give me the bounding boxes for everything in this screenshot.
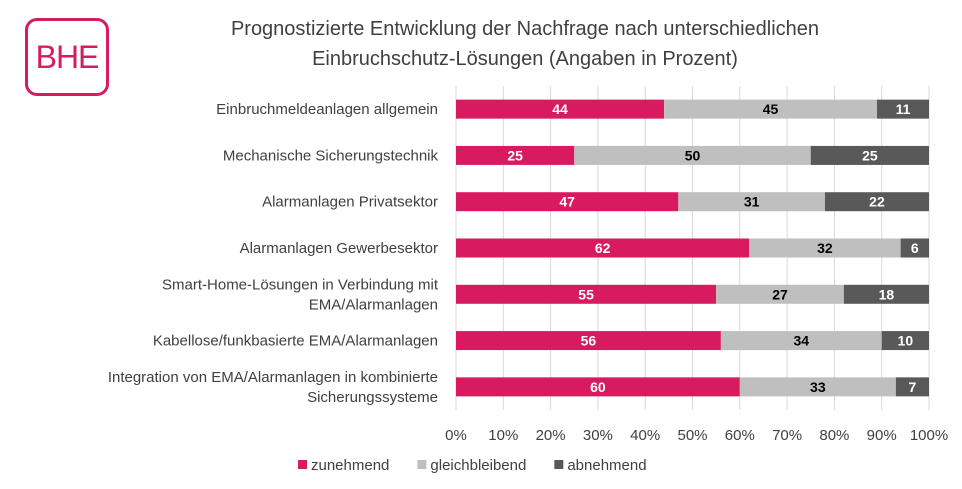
- bar-segment: [881, 331, 929, 351]
- bar-segment: [574, 145, 811, 165]
- bhe-logo: BHE: [25, 18, 109, 96]
- bar-segment: [895, 377, 929, 397]
- legend-swatch: [417, 460, 427, 469]
- data-label: 11: [896, 101, 911, 117]
- category-label: Mechanische Sicherungstechnik: [223, 147, 439, 164]
- bar-segment: [664, 99, 877, 119]
- legend: zunehmend gleichbleibend abnehmend: [298, 457, 647, 474]
- bar-segment: [678, 192, 825, 212]
- data-label: 55: [578, 286, 594, 302]
- logo-text: BHE: [35, 38, 100, 75]
- data-label: 25: [862, 147, 878, 163]
- x-tick-label: 50%: [677, 427, 707, 444]
- category-label: Kabellose/funkbasierte EMA/Alarmanlagen: [153, 333, 438, 350]
- legend-label: abnehmend: [567, 457, 646, 474]
- data-label: 25: [507, 147, 523, 163]
- x-tick-label: 60%: [725, 427, 755, 444]
- category-label: Integration von EMA/Alarmanlagen in komb…: [108, 369, 438, 386]
- data-label: 62: [595, 240, 611, 256]
- bars: [456, 99, 929, 397]
- bar-segment: [810, 145, 929, 165]
- bar-segment: [749, 238, 901, 258]
- bar-segment: [843, 284, 929, 304]
- data-label: 18: [879, 286, 895, 302]
- x-tick-labels: 0% 10% 20% 30% 40% 50% 60% 70% 80% 90% 100%: [445, 427, 948, 444]
- bar-segment: [900, 238, 929, 258]
- x-tick-label: 40%: [630, 427, 660, 444]
- data-labels: 44 45 11 25 50 25 47 31 22 62 32 6 55 27 18 56 34 10 60 33 7: [507, 101, 919, 395]
- x-tick-label: 90%: [867, 427, 897, 444]
- bar-segment: [456, 284, 717, 304]
- category-label: Sicherungssysteme: [307, 389, 438, 406]
- category-label: Smart-Home-Lösungen in Verbindung mit: [162, 276, 439, 293]
- data-label: 60: [590, 379, 606, 395]
- data-label: 34: [794, 333, 810, 349]
- x-tick-label: 100%: [910, 427, 948, 444]
- category-label: EMA/Alarmanlagen: [309, 296, 438, 313]
- bar-segment: [456, 99, 665, 119]
- data-label: 32: [817, 240, 833, 256]
- bar-segment: [456, 377, 740, 397]
- chart-title-line-1: Prognostizierte Entwicklung der Nachfrag…: [230, 18, 820, 40]
- x-tick-label: 80%: [819, 427, 849, 444]
- bar-segment: [456, 145, 575, 165]
- data-label: 50: [685, 147, 701, 163]
- x-tick-label: 70%: [772, 427, 802, 444]
- data-label: 10: [898, 333, 914, 349]
- x-tick-label: 20%: [536, 427, 566, 444]
- x-tick-label: 10%: [488, 427, 518, 444]
- bar-segment: [720, 331, 882, 351]
- bar-segment: [456, 192, 679, 212]
- data-label: 31: [744, 194, 760, 210]
- legend-swatch: [298, 460, 307, 469]
- bar-segment: [824, 192, 929, 212]
- data-label: 7: [909, 379, 917, 395]
- legend-swatch: [554, 460, 564, 469]
- bar-segment: [456, 238, 750, 258]
- data-label: 33: [810, 379, 826, 395]
- bar-segment: [456, 331, 721, 351]
- data-label: 45: [763, 101, 779, 117]
- legend-label: gleichbleibend: [430, 457, 526, 474]
- data-label: 27: [772, 286, 788, 302]
- category-labels: Einbruchmeldeanlagen allgemein Mechanisch…: [108, 101, 439, 406]
- legend-label: zunehmend: [311, 457, 389, 474]
- x-tick-label: 30%: [583, 427, 613, 444]
- category-label: Alarmanlagen Gewerbesektor: [240, 240, 438, 257]
- bar-segment: [739, 377, 896, 397]
- data-label: 44: [552, 101, 568, 117]
- data-label: 6: [911, 240, 919, 256]
- chart-title-line-2: Einbruchschutz-Lösungen (Angaben in Proz…: [312, 48, 738, 70]
- x-tick-label: 0%: [445, 427, 467, 444]
- category-label: Alarmanlagen Privatsektor: [262, 194, 438, 211]
- data-label: 22: [869, 194, 885, 210]
- category-label: Einbruchmeldeanlagen allgemein: [216, 101, 438, 118]
- data-label: 47: [559, 194, 575, 210]
- chart-title: Prognostizierte Entwicklung der Nachfrag…: [180, 14, 870, 74]
- bar-segment: [876, 99, 929, 119]
- data-label: 56: [581, 333, 597, 349]
- bar-segment: [716, 284, 844, 304]
